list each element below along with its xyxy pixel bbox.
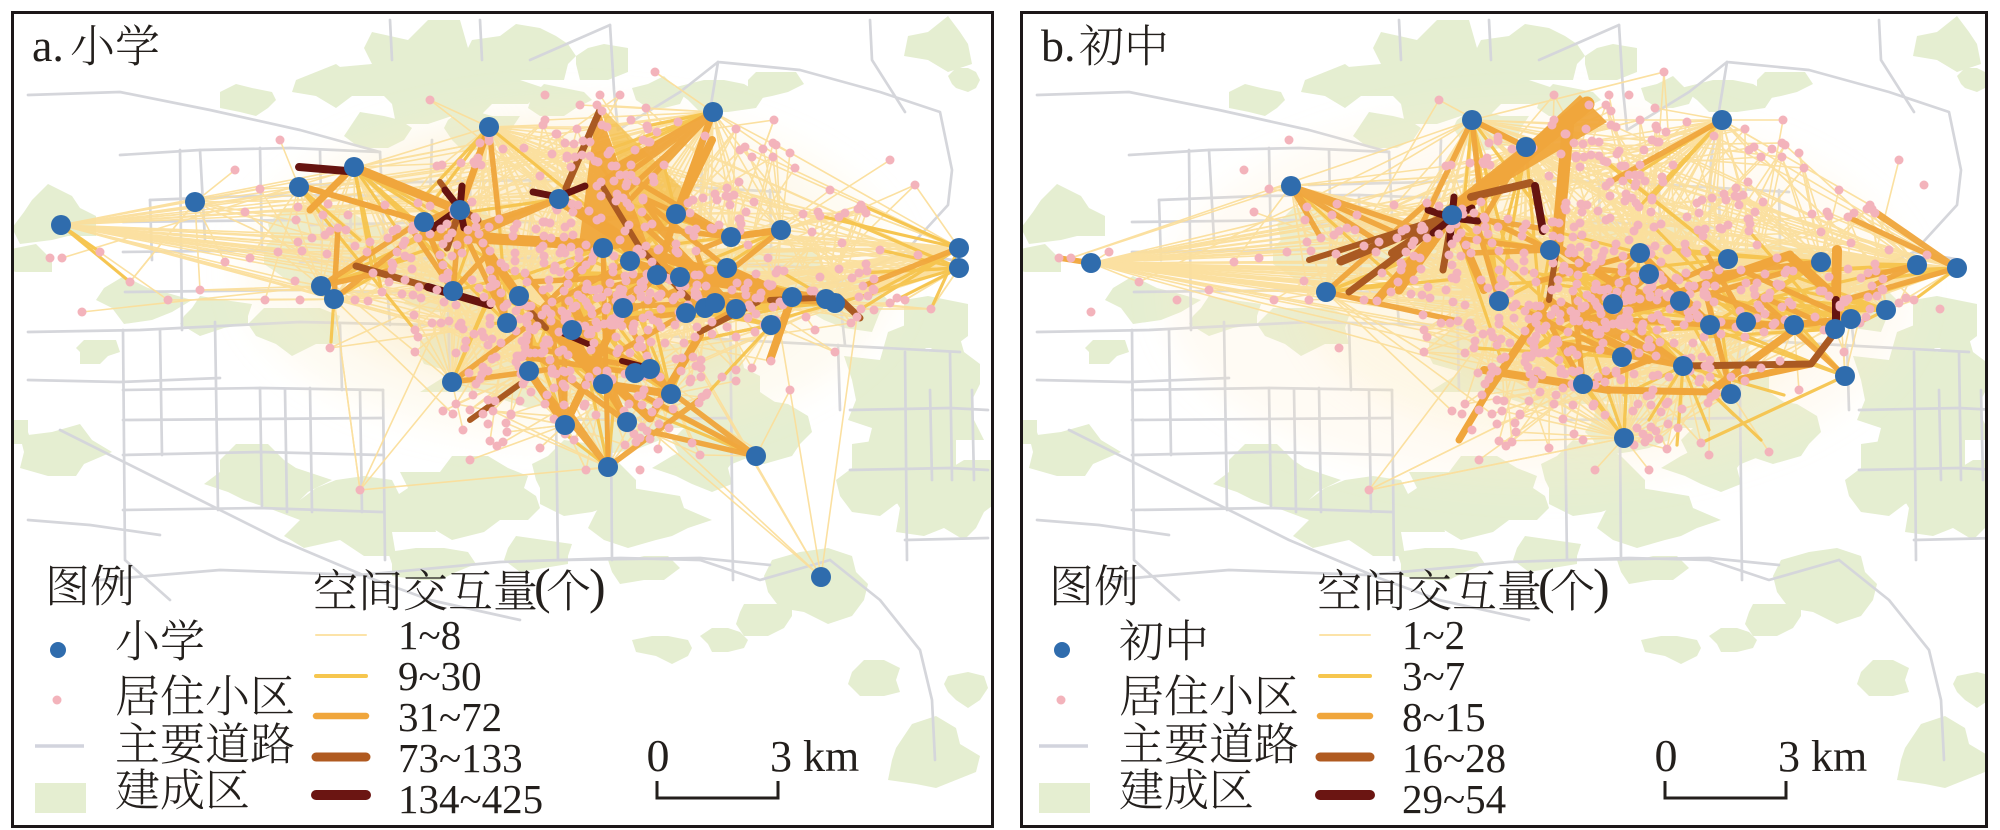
svg-text:16~28: 16~28 bbox=[1402, 735, 1506, 781]
svg-text:): ) bbox=[1593, 558, 1610, 614]
svg-text:0: 0 bbox=[1655, 730, 1678, 781]
svg-text:8~15: 8~15 bbox=[1402, 694, 1486, 740]
svg-text:(: ( bbox=[534, 558, 551, 614]
svg-text:): ) bbox=[589, 558, 606, 614]
svg-text:(: ( bbox=[1538, 558, 1555, 614]
svg-text:134~425: 134~425 bbox=[398, 776, 543, 822]
svg-text:3~7: 3~7 bbox=[1402, 653, 1465, 699]
svg-text:9~30: 9~30 bbox=[398, 653, 482, 699]
svg-text:31~72: 31~72 bbox=[398, 694, 502, 740]
svg-text:3 km: 3 km bbox=[770, 732, 859, 781]
svg-text:b.: b. bbox=[1041, 20, 1076, 71]
svg-text:1~8: 1~8 bbox=[398, 612, 461, 658]
svg-text:1~2: 1~2 bbox=[1402, 612, 1465, 658]
svg-text:0: 0 bbox=[647, 730, 670, 781]
svg-text:a.: a. bbox=[32, 20, 64, 71]
svg-text:29~54: 29~54 bbox=[1402, 776, 1506, 822]
svg-text:3 km: 3 km bbox=[1778, 732, 1867, 781]
svg-text:73~133: 73~133 bbox=[398, 735, 523, 781]
